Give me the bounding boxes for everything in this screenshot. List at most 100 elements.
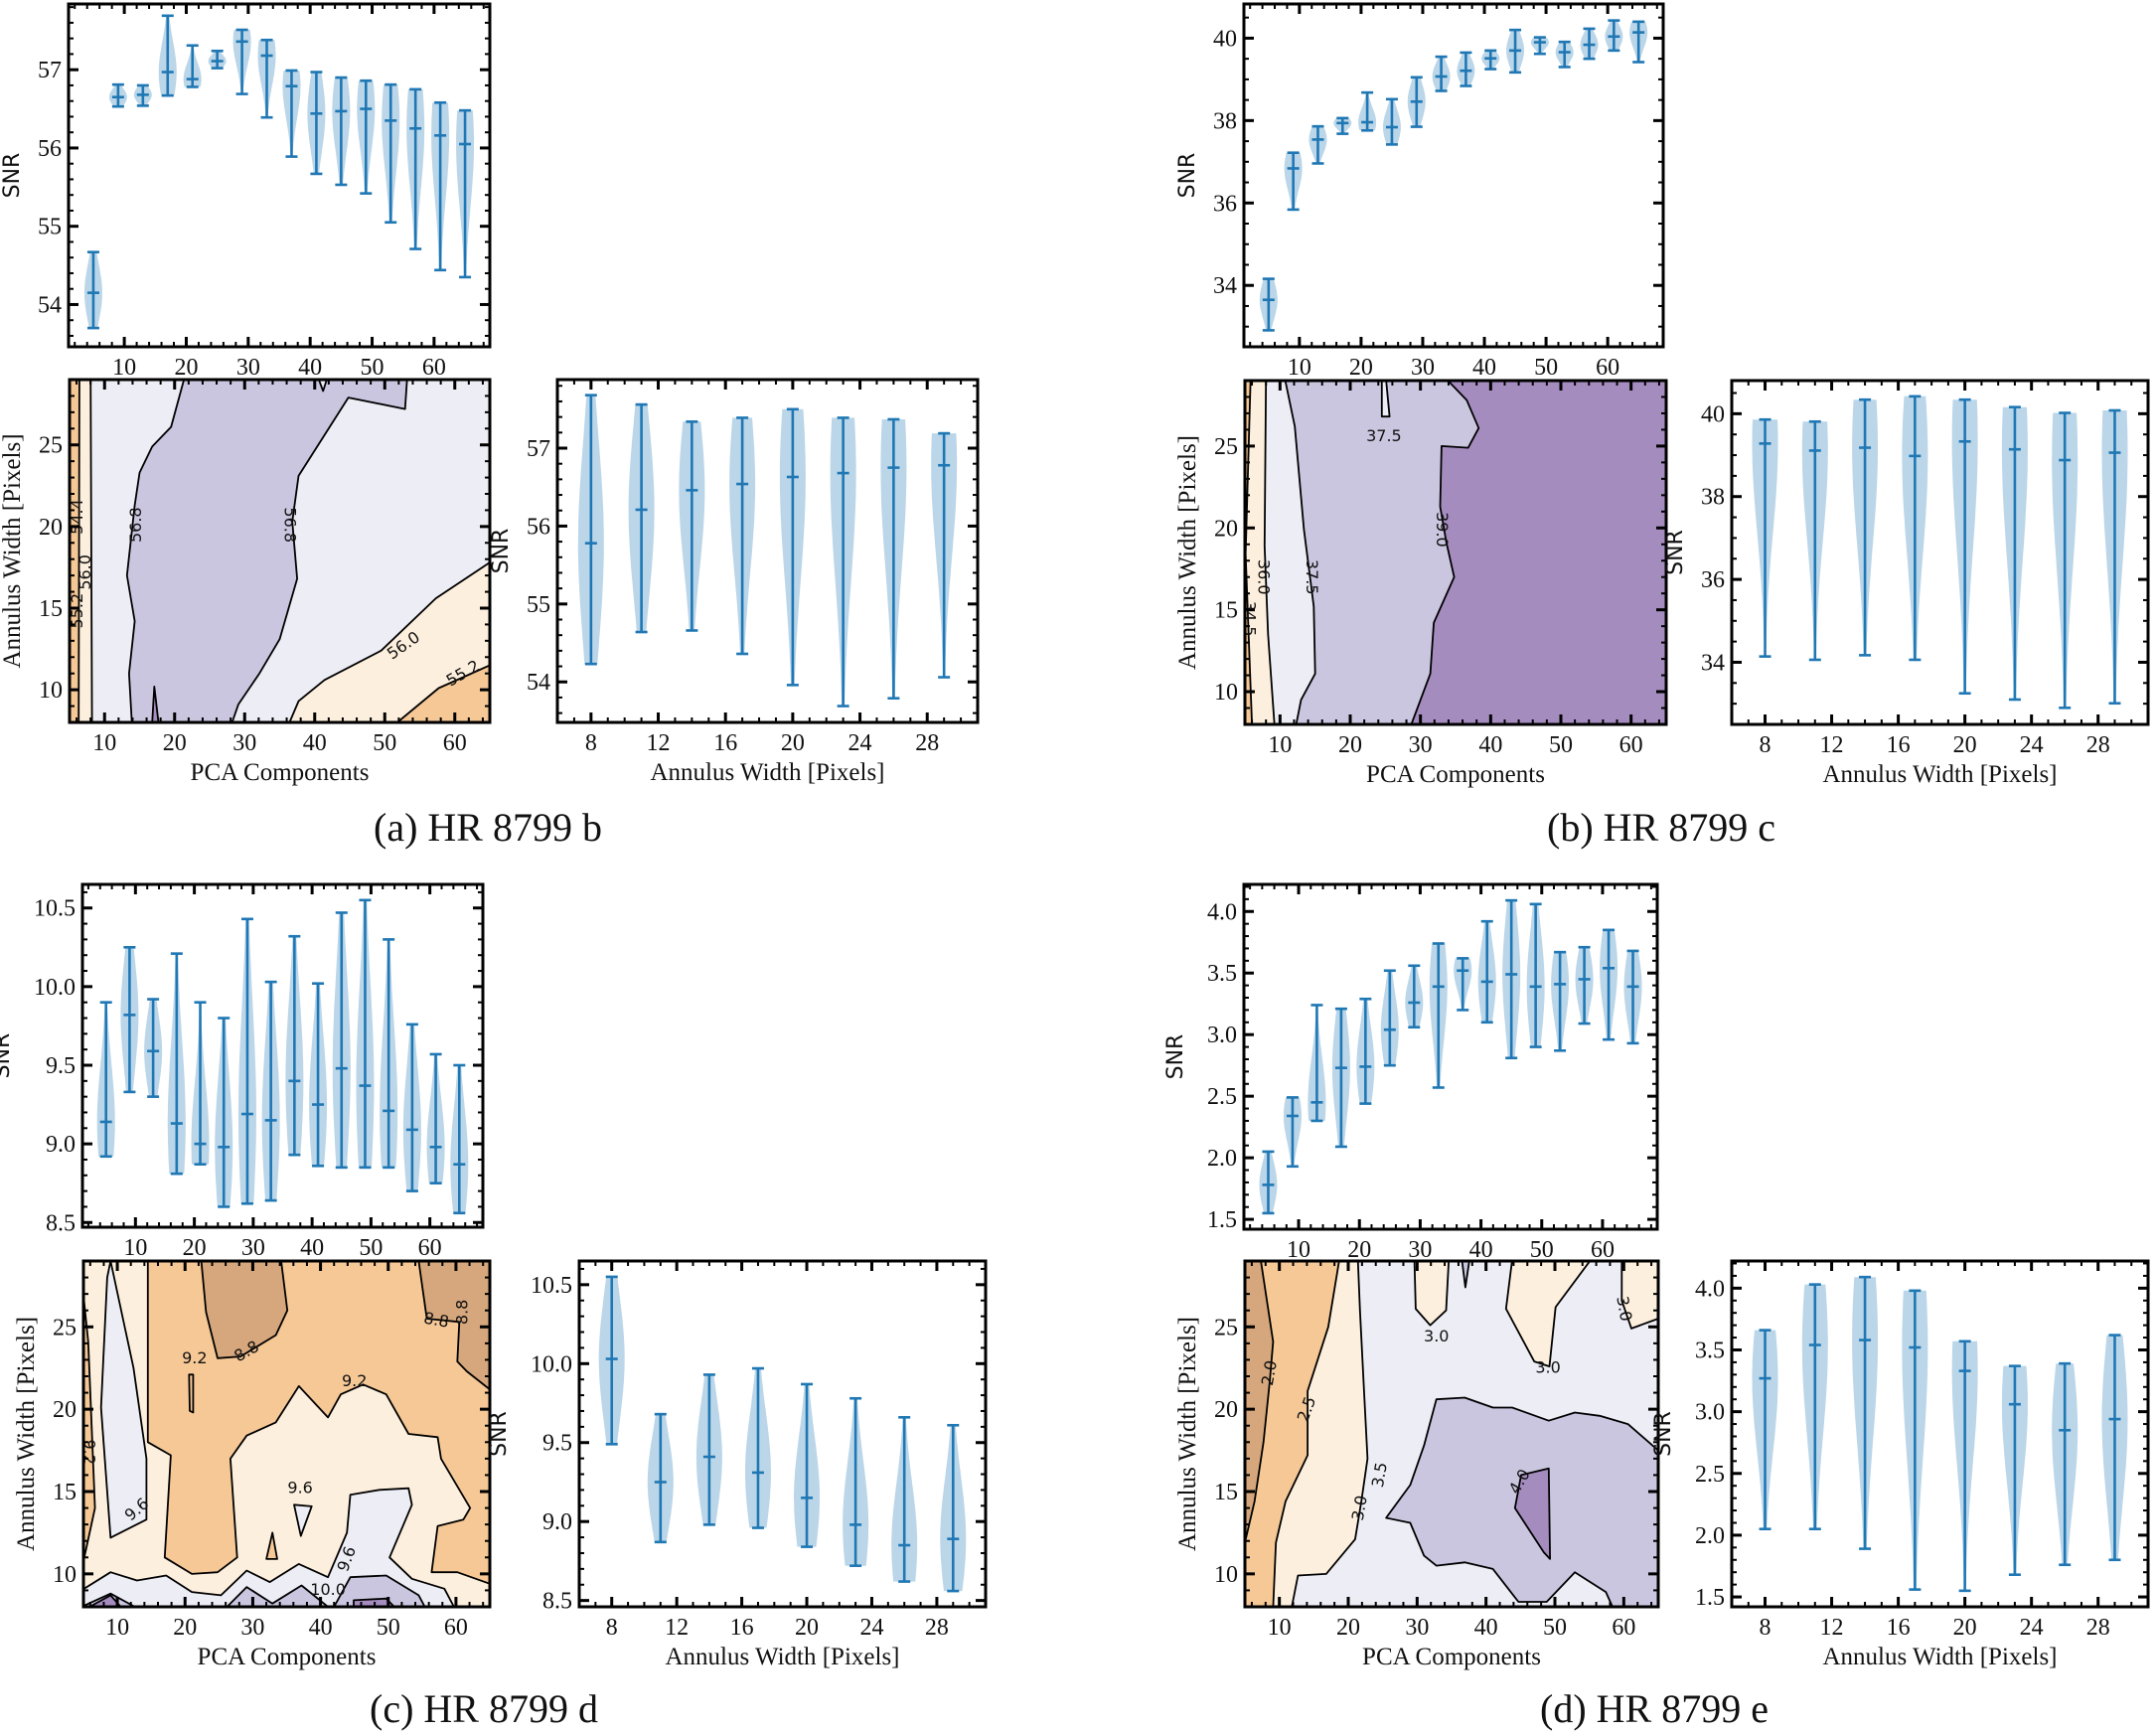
violin <box>232 28 251 95</box>
x-tick-label: 20 <box>183 1235 207 1261</box>
violin <box>931 431 958 679</box>
violin <box>1283 1096 1302 1169</box>
y-tick-label: 4.0 <box>1207 899 1237 925</box>
violin <box>237 917 256 1205</box>
panel-caption: (c) HR 8799 d <box>370 1686 598 1731</box>
y-tick-label: 10 <box>1214 1562 1238 1588</box>
y-tick-label: 20 <box>1214 1397 1238 1423</box>
violin <box>1801 419 1828 662</box>
x-tick-label: 20 <box>1338 732 1362 758</box>
x-tick-label: 30 <box>1411 355 1435 381</box>
violin <box>1457 51 1475 87</box>
y-tick-label: 15 <box>1214 1480 1238 1505</box>
axes-frame <box>555 378 980 724</box>
x-tick-label: 10 <box>1287 1237 1310 1263</box>
contour-fill: 56.8 56.856.055.256.055.254.4 <box>70 380 490 722</box>
violin <box>779 407 806 687</box>
y-tick-label: 3.0 <box>1207 1023 1237 1048</box>
x-tick-label: 16 <box>730 1615 754 1641</box>
y-tick-label: 36 <box>1701 567 1725 593</box>
violin <box>83 250 102 330</box>
panel-a-hr8799b: 10 20 30 40 50 60 54 55 56 57 SNR 56.8 56.8 56.0 55.2 5… <box>0 2 980 850</box>
x-tick-label: 20 <box>1336 1615 1360 1641</box>
contour-region <box>288 561 490 722</box>
y-tick-label: 1.5 <box>1207 1207 1237 1233</box>
x-tick-label: 20 <box>163 730 187 756</box>
x-tick-label: 40 <box>309 1615 333 1641</box>
violin <box>261 980 280 1202</box>
contour-region <box>1504 1261 1592 1367</box>
violin <box>208 49 227 70</box>
y-tick-label: 55 <box>527 592 550 618</box>
violin <box>1308 1004 1326 1123</box>
y-tick-label: 54 <box>38 292 62 318</box>
violin <box>215 1017 233 1208</box>
x-tick-label: 20 <box>1953 732 1977 758</box>
violin <box>144 998 163 1098</box>
contour-region <box>333 1574 426 1607</box>
contour-region <box>1461 1261 1470 1289</box>
panel-d-hr8799e: 10 20 30 40 50 60 1.5 2.0 2.5 3.0 3.5 4.0 SNR 2.0 2.5 3… <box>1163 882 2150 1731</box>
y-axis-label: Annulus Width [Pixels] <box>13 1317 40 1551</box>
x-tick-label: 50 <box>1534 355 1558 381</box>
contour-region <box>395 664 490 722</box>
y-axis-label: SNR <box>1175 153 1200 199</box>
violin-plot-annulus-width: 8 12 16 20 24 28 1.5 2.0 2.5 3.0 3.5 4.0 Annulus Wid… <box>1651 1259 2150 1670</box>
x-tick-label: 60 <box>1612 1615 1635 1641</box>
y-tick-label: 3.5 <box>1695 1338 1725 1363</box>
violin <box>1259 277 1278 332</box>
x-tick-label: 10 <box>123 1235 147 1261</box>
violin <box>1454 957 1472 1012</box>
y-tick-label: 10 <box>53 1562 77 1588</box>
x-tick-label: 60 <box>443 730 467 756</box>
x-tick-label: 50 <box>1549 732 1573 758</box>
contour-region <box>265 1531 278 1560</box>
violin <box>1506 28 1525 75</box>
y-tick-label: 20 <box>1214 516 1238 542</box>
contour-level-label: 2.0 <box>1258 1358 1281 1386</box>
y-axis-label: SNR <box>489 529 514 574</box>
contour-level-label: 36.0 <box>1254 559 1273 595</box>
x-tick-label: 40 <box>298 355 322 381</box>
violin <box>406 87 425 250</box>
panel-b-hr8799c: 10 20 30 40 50 6034363840SNR37.539.037.536.03… <box>1174 2 2150 850</box>
y-axis-label: SNR <box>1663 530 1688 575</box>
y-tick-label: 38 <box>1701 485 1725 511</box>
x-tick-label: 60 <box>1591 1237 1615 1263</box>
axes-frame <box>1242 882 1659 1231</box>
y-axis-label: SNR <box>1651 1411 1676 1457</box>
contour-level-label: 39.0 <box>1433 512 1452 548</box>
violin <box>695 1373 722 1526</box>
axes-frame <box>1243 1259 1660 1609</box>
violin <box>309 982 328 1168</box>
violin <box>1481 49 1500 71</box>
x-tick-label: 50 <box>359 1235 383 1261</box>
y-axis-label: SNR <box>0 1033 15 1079</box>
y-axis-label: SNR <box>1163 1034 1188 1080</box>
contour-level-label: 3.0 <box>1535 1358 1560 1377</box>
x-tick-label: 60 <box>1619 732 1643 758</box>
y-tick-label: 10 <box>1214 680 1238 706</box>
x-axis-label: Annulus Width [Pixels] <box>650 759 884 786</box>
violin <box>577 394 604 666</box>
y-axis-label: SNR <box>487 1411 512 1457</box>
violin <box>1405 964 1424 1029</box>
y-tick-label: 9.0 <box>542 1509 572 1535</box>
violin <box>1902 1289 1928 1591</box>
x-tick-label: 10 <box>105 1615 129 1641</box>
contour-level-label: 3.0 <box>1424 1327 1449 1345</box>
contour-region <box>125 380 408 722</box>
violin <box>940 1423 967 1593</box>
x-tick-label: 60 <box>418 1235 442 1261</box>
contour-fill: 9.2 8.89.28.8 8.89.69.69.69.210.0 <box>83 1261 490 1607</box>
x-tick-label: 30 <box>241 1235 265 1261</box>
x-tick-label: 12 <box>1820 1615 1844 1641</box>
contour-level-label: 10.0 <box>310 1580 346 1599</box>
y-tick-label: 10.5 <box>34 896 76 922</box>
violin <box>133 83 152 107</box>
y-tick-label: 34 <box>1213 273 1237 299</box>
x-tick-label: 40 <box>300 1235 324 1261</box>
contour-level-label: 8.8 <box>453 1300 472 1325</box>
x-axis-label: Annulus Width [Pixels] <box>1822 761 2057 788</box>
